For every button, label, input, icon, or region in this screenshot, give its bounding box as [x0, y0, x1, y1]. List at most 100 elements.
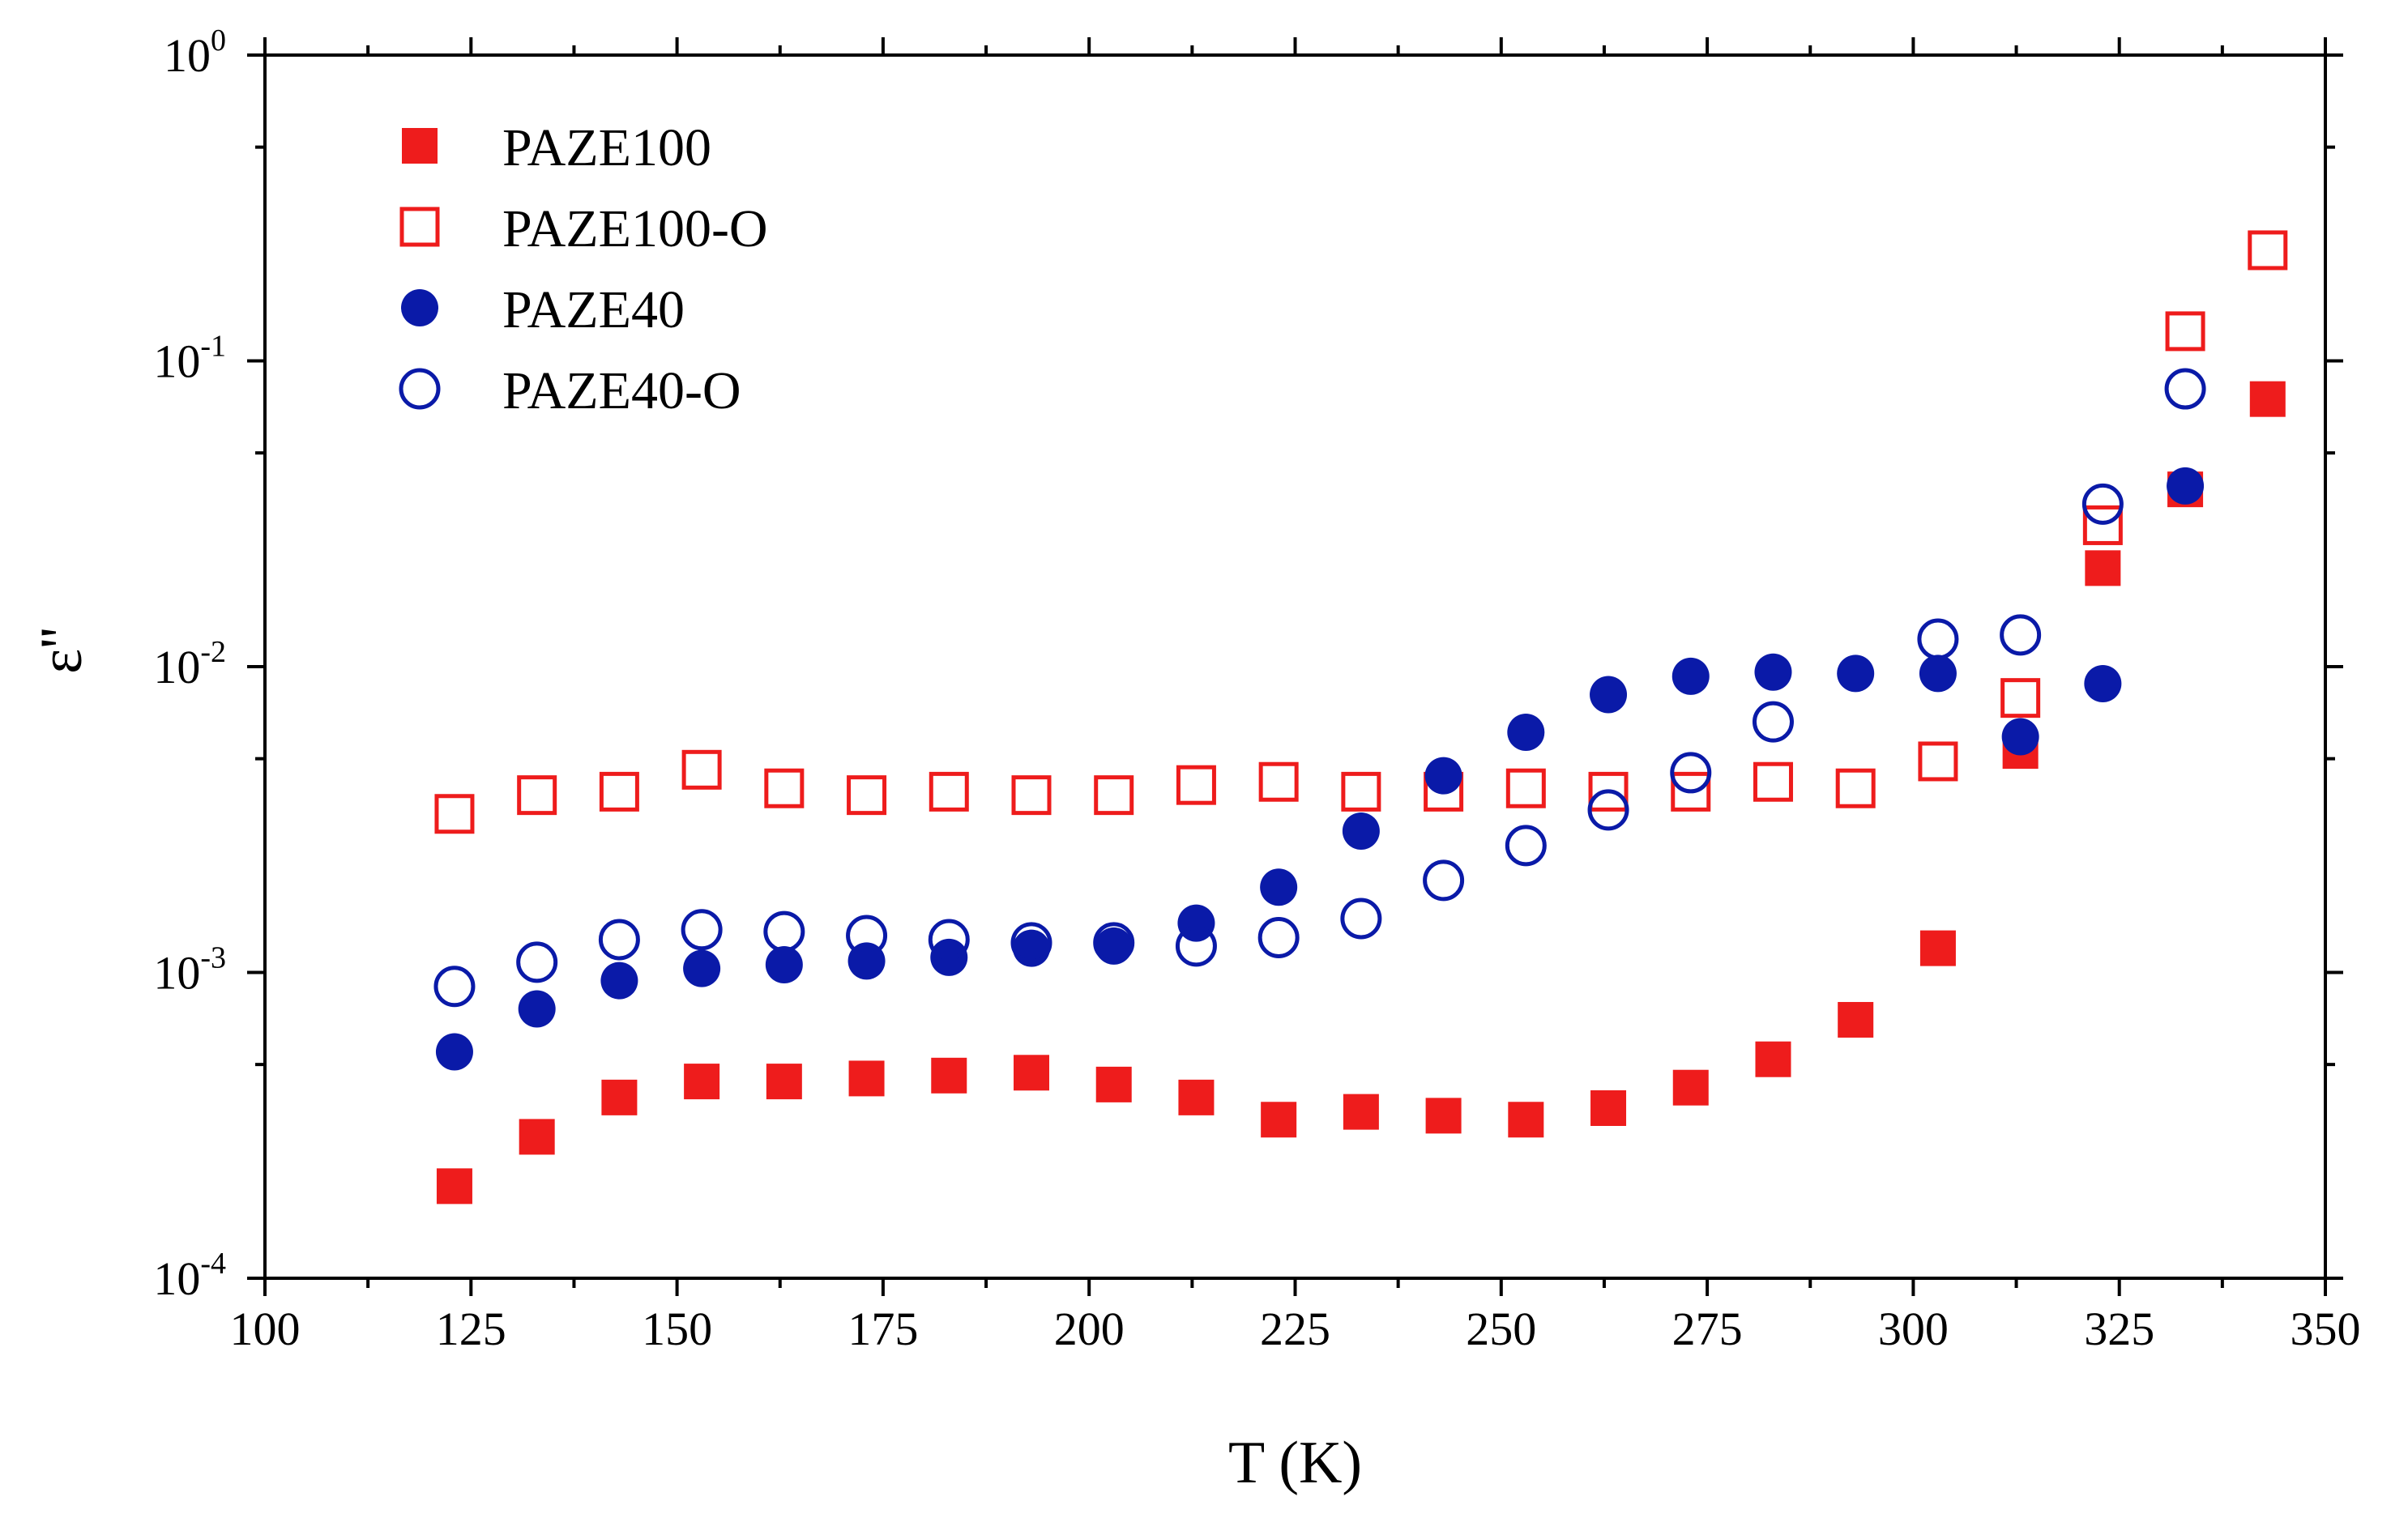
series-paze40-o: [433, 368, 2206, 1008]
data-point: [435, 1033, 473, 1071]
x-tick-label: 300: [1878, 1303, 1949, 1355]
data-point: [1010, 922, 1052, 964]
data-point: [1919, 930, 1956, 966]
data-point: [1340, 898, 1382, 940]
data-point: [1671, 771, 1711, 812]
series-paze100-o: [434, 230, 2288, 834]
data-point: [1507, 714, 1545, 752]
legend: PAZE100 PAZE100-O PAZE40 PAZE40-O: [399, 118, 768, 420]
data-point: [1260, 868, 1298, 906]
legend-label: PAZE100: [502, 118, 711, 177]
data-point: [1754, 653, 1792, 691]
data-point: [1752, 701, 1794, 743]
y-axis-title: ε'': [28, 627, 95, 674]
x-tick-label: 250: [1466, 1303, 1536, 1355]
x-tick-label: 100: [230, 1303, 301, 1355]
data-point: [516, 941, 558, 983]
data-point: [1261, 1102, 1297, 1138]
data-point: [2082, 505, 2123, 545]
data-point: [2249, 381, 2286, 417]
data-point: [847, 775, 887, 816]
data-point: [2081, 483, 2124, 525]
data-point: [599, 771, 639, 812]
data-point: [1918, 741, 1958, 782]
data-point: [1425, 1098, 1462, 1134]
x-axis-title: T (K): [1228, 1430, 1362, 1496]
data-point: [1838, 1001, 1874, 1038]
data-point: [1258, 761, 1299, 802]
legend-marker: [402, 128, 438, 164]
data-point: [1837, 655, 1875, 693]
data-point: [1755, 1041, 1791, 1077]
data-point: [517, 775, 557, 816]
data-point: [681, 749, 722, 790]
x-tick-label: 350: [2291, 1303, 2361, 1355]
y-tick-label: 10-2: [153, 635, 226, 693]
x-tick-label: 325: [2084, 1303, 2154, 1355]
data-marks: [433, 230, 2288, 1205]
data-point: [931, 1057, 967, 1094]
data-point: [1178, 1079, 1215, 1115]
data-point: [598, 919, 640, 961]
data-point: [1587, 789, 1629, 831]
legend-label: PAZE100-O: [502, 199, 768, 258]
data-point: [1176, 765, 1216, 805]
data-point: [1013, 1055, 1049, 1091]
legend-label: PAZE40-O: [502, 361, 741, 420]
data-point: [1505, 768, 1546, 808]
data-point: [2167, 467, 2205, 505]
data-point: [518, 990, 556, 1028]
data-point: [1590, 676, 1628, 714]
data-point: [1343, 1094, 1379, 1130]
x-tick-label: 200: [1054, 1303, 1125, 1355]
legend-marker: [399, 207, 440, 247]
series-paze40: [435, 467, 2205, 1071]
data-point: [1835, 768, 1876, 808]
x-tick-label: 175: [847, 1303, 918, 1355]
data-point: [1177, 904, 1215, 942]
data-point: [2000, 614, 2042, 656]
data-point: [1095, 1066, 1132, 1102]
data-point: [1094, 775, 1134, 816]
data-point: [1341, 771, 1381, 812]
legend-label: PAZE40: [502, 280, 685, 339]
x-tick-label: 225: [1260, 1303, 1330, 1355]
data-point: [684, 1064, 720, 1100]
data-point: [2248, 230, 2288, 271]
series-paze100: [436, 381, 2286, 1205]
data-point: [766, 1064, 802, 1100]
legend-marker: [399, 368, 441, 410]
legend-marker: [401, 289, 438, 326]
data-point: [1011, 775, 1052, 816]
data-point: [2084, 664, 2122, 702]
data-point: [1508, 1102, 1544, 1138]
data-point: [928, 919, 970, 961]
data-point: [765, 945, 803, 983]
data-point: [1672, 1069, 1709, 1106]
data-point: [519, 1119, 555, 1155]
data-point: [1590, 1089, 1627, 1126]
data-point: [2085, 550, 2121, 586]
data-point: [848, 1060, 885, 1097]
data-point: [1670, 752, 1712, 794]
data-point: [929, 771, 969, 812]
data-point: [433, 966, 476, 1008]
data-point: [1424, 757, 1462, 795]
axis-tick-labels: 100 125 150 175 200 225 250 275 300 325 350 10-4 10-…: [153, 23, 2360, 1355]
y-tick-label: 10-4: [153, 1247, 226, 1305]
x-tick-label: 150: [642, 1303, 712, 1355]
x-tick-label: 275: [1672, 1303, 1743, 1355]
data-point: [1093, 922, 1135, 964]
data-point: [764, 768, 805, 808]
data-point: [436, 1168, 472, 1205]
data-point: [2001, 718, 2039, 756]
data-point: [601, 1079, 638, 1115]
data-point: [1342, 812, 1380, 850]
x-tick-label: 125: [436, 1303, 506, 1355]
data-point: [1505, 825, 1547, 867]
data-point: [1095, 927, 1133, 965]
data-point: [1917, 618, 1959, 660]
axis-ticks: [247, 37, 2343, 1296]
data-point: [1257, 916, 1300, 958]
